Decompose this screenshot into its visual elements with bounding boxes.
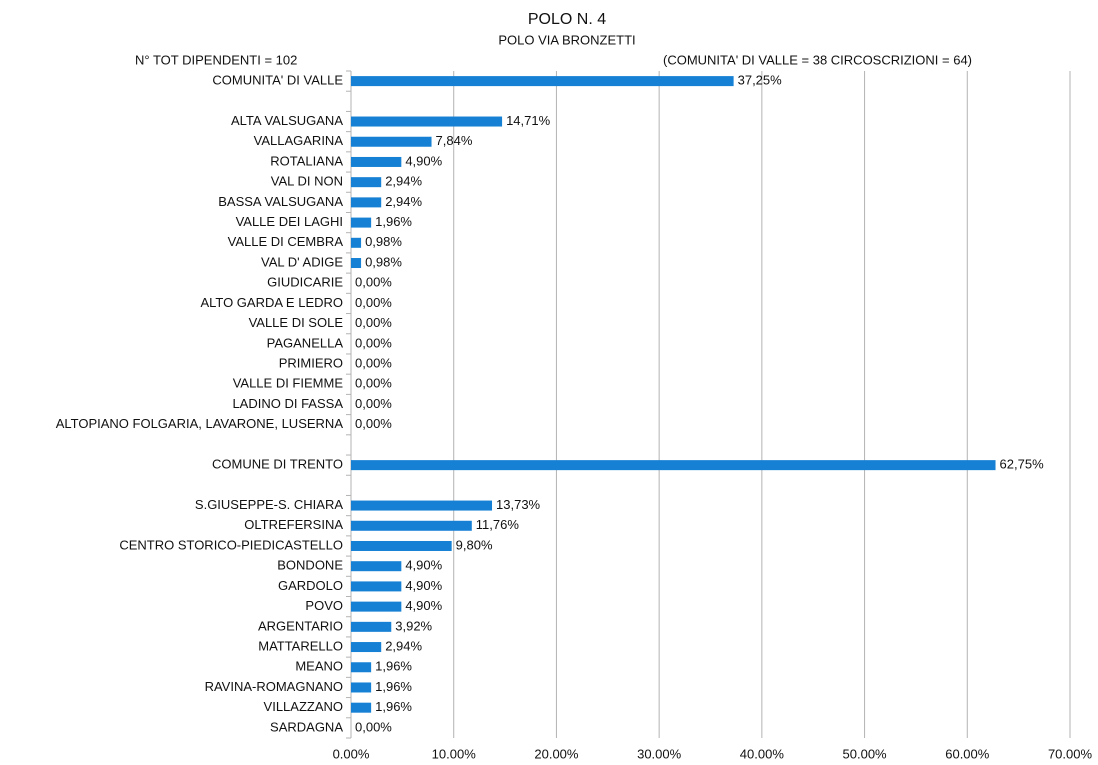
y-tick-label: COMUNITA' DI VALLE: [212, 73, 343, 88]
x-tick-label: 70.00%: [1048, 746, 1093, 761]
value-label: 0,00%: [355, 396, 392, 411]
value-label: 0,00%: [355, 719, 392, 734]
x-tick-label: 0.00%: [333, 746, 370, 761]
value-label: 2,94%: [385, 174, 422, 189]
y-tick-label: BASSA VALSUGANA: [218, 194, 343, 209]
y-tick-label: MATTARELLO: [258, 638, 343, 653]
y-tick-label: VAL DI NON: [271, 174, 343, 189]
bar: [351, 197, 382, 208]
value-label: 4,90%: [405, 598, 442, 613]
annotation: (COMUNITA' DI VALLE = 38 CIRCOSCRIZIONI …: [663, 52, 972, 67]
bar: [351, 116, 503, 127]
y-tick-label: GIUDICARIE: [267, 275, 343, 290]
y-tick-label: LADINO DI FASSA: [232, 396, 343, 411]
x-tick-label: 40.00%: [740, 746, 785, 761]
bar: [351, 156, 402, 167]
value-label: 0,00%: [355, 335, 392, 350]
y-tick-label: BONDONE: [277, 558, 343, 573]
bar: [351, 460, 996, 471]
y-tick-label: GARDOLO: [278, 578, 343, 593]
value-label: 0,00%: [355, 356, 392, 371]
bar: [351, 237, 362, 248]
value-label: 0,00%: [355, 295, 392, 310]
y-tick-label: VALLE DEI LAGHI: [236, 214, 343, 229]
value-label: 1,96%: [375, 659, 412, 674]
bar: [351, 136, 432, 147]
y-tick-label: ARGENTARIO: [258, 618, 343, 633]
y-tick-label: VALLE DI FIEMME: [233, 376, 344, 391]
x-tick-label: 60.00%: [945, 746, 990, 761]
bar: [351, 177, 382, 188]
value-label: 4,90%: [405, 153, 442, 168]
bar: [351, 217, 372, 228]
x-tick-label: 10.00%: [432, 746, 477, 761]
value-label: 4,90%: [405, 558, 442, 573]
value-label: 11,76%: [476, 517, 520, 532]
value-label: 0,98%: [365, 254, 402, 269]
value-label: 13,73%: [496, 497, 541, 512]
chart-subtitle: POLO VIA BRONZETTI: [498, 32, 635, 47]
value-label: 9,80%: [456, 537, 493, 552]
value-label: 7,84%: [436, 133, 473, 148]
bar: [351, 76, 734, 87]
y-tick-label: MEANO: [295, 659, 343, 674]
value-label: 0,98%: [365, 234, 402, 249]
y-tick-label: CENTRO STORICO-PIEDICASTELLO: [119, 537, 343, 552]
y-tick-label: VALLAGARINA: [254, 133, 344, 148]
y-tick-label: OLTREFERSINA: [244, 517, 343, 532]
value-label: 37,25%: [738, 73, 783, 88]
bar: [351, 581, 402, 592]
value-label: 2,94%: [385, 638, 422, 653]
bar: [351, 540, 452, 551]
bar: [351, 601, 402, 612]
x-tick-label: 30.00%: [637, 746, 682, 761]
x-tick-label: 20.00%: [534, 746, 579, 761]
value-label: 3,92%: [395, 618, 432, 633]
y-tick-label: VAL D' ADIGE: [261, 254, 343, 269]
y-tick-label: ALTA VALSUGANA: [231, 113, 343, 128]
y-tick-label: VALLE DI CEMBRA: [228, 234, 344, 249]
value-label: 1,96%: [375, 214, 412, 229]
value-label: 62,75%: [1000, 457, 1045, 472]
bar: [351, 642, 382, 653]
y-tick-label: ALTOPIANO FOLGARIA, LAVARONE, LUSERNA: [56, 416, 344, 431]
bar: [351, 662, 372, 673]
y-tick-label: S.GIUSEPPE-S. CHIARA: [195, 497, 343, 512]
bar: [351, 500, 493, 511]
bar: [351, 258, 362, 269]
chart-title: POLO N. 4: [528, 11, 606, 28]
y-tick-label: SARDAGNA: [270, 719, 343, 734]
y-tick-label: PRIMIERO: [279, 356, 343, 371]
bar: [351, 702, 372, 713]
value-label: 0,00%: [355, 376, 392, 391]
value-label: 0,00%: [355, 275, 392, 290]
y-tick-label: VILLAZZANO: [264, 699, 343, 714]
value-label: 0,00%: [355, 315, 392, 330]
bar: [351, 682, 372, 693]
y-tick-label: RAVINA-ROMAGNANO: [205, 679, 343, 694]
value-label: 1,96%: [375, 699, 412, 714]
bar: [351, 621, 392, 632]
value-label: 2,94%: [385, 194, 422, 209]
y-tick-label: ALTO GARDA E LEDRO: [200, 295, 343, 310]
value-label: 1,96%: [375, 679, 412, 694]
value-label: 0,00%: [355, 416, 392, 431]
y-tick-label: ROTALIANA: [270, 153, 343, 168]
x-tick-label: 50.00%: [843, 746, 888, 761]
y-tick-label: COMUNE DI TRENTO: [212, 457, 343, 472]
bar: [351, 520, 472, 531]
value-label: 4,90%: [405, 578, 442, 593]
y-tick-label: PAGANELLA: [267, 335, 344, 350]
y-tick-label: VALLE DI SOLE: [249, 315, 344, 330]
bar: [351, 561, 402, 572]
annotation: N° TOT DIPENDENTI = 102: [135, 52, 297, 67]
value-label: 14,71%: [506, 113, 551, 128]
y-tick-label: POVO: [305, 598, 343, 613]
